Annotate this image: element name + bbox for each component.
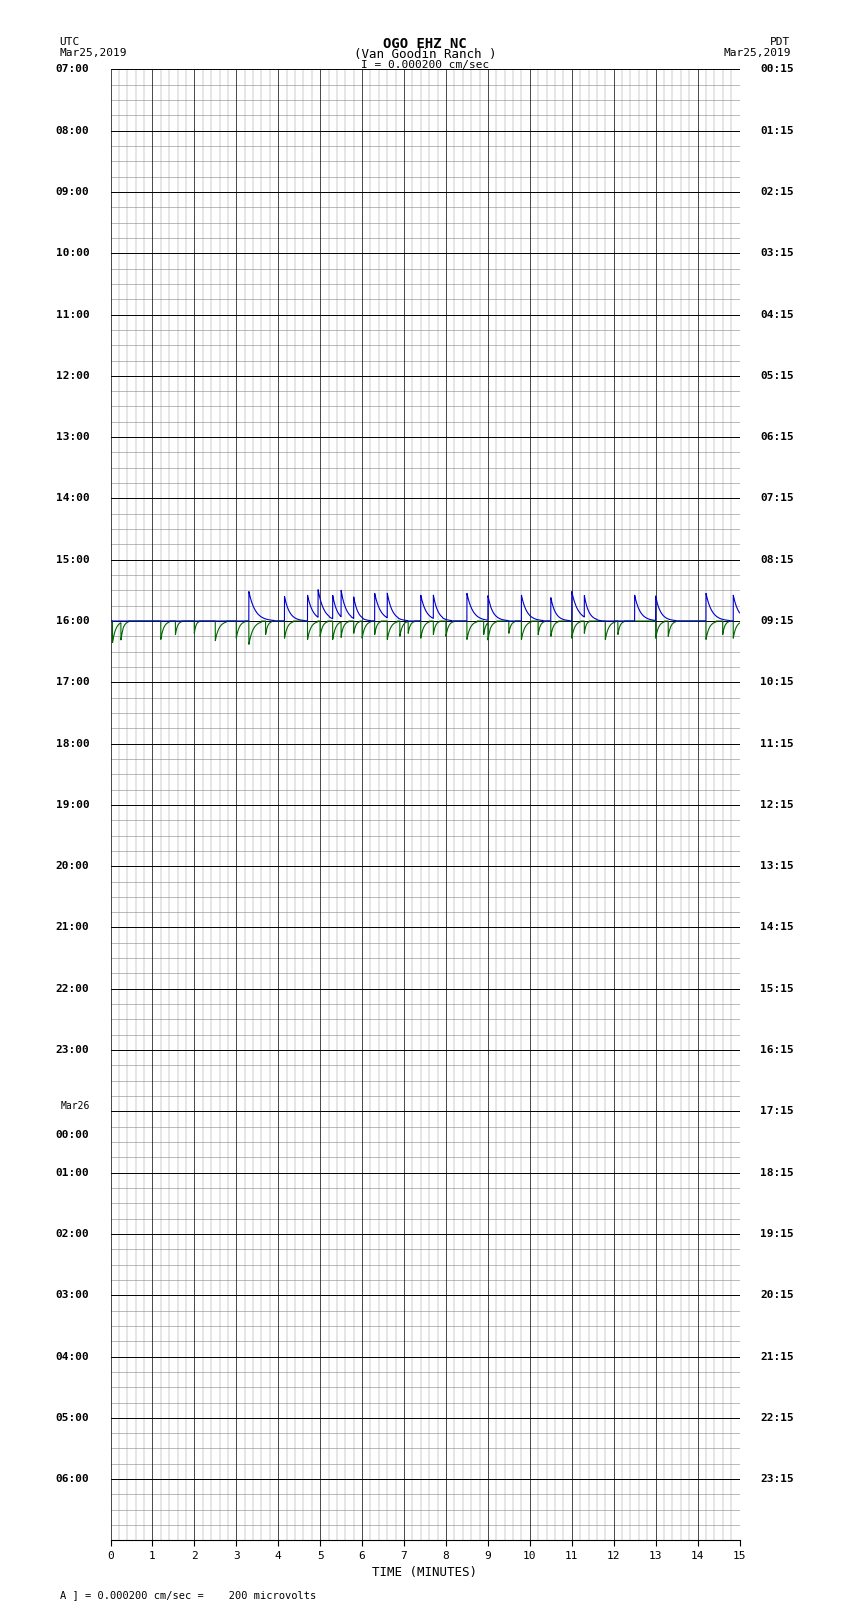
Text: 07:00: 07:00 [56,65,89,74]
Text: 06:15: 06:15 [761,432,794,442]
Text: 11:15: 11:15 [761,739,794,748]
Text: 00:15: 00:15 [761,65,794,74]
X-axis label: TIME (MINUTES): TIME (MINUTES) [372,1566,478,1579]
Text: 01:00: 01:00 [56,1168,89,1177]
Text: 02:00: 02:00 [56,1229,89,1239]
Text: 11:00: 11:00 [56,310,89,319]
Text: 19:00: 19:00 [56,800,89,810]
Text: 07:15: 07:15 [761,494,794,503]
Text: 03:00: 03:00 [56,1290,89,1300]
Text: 05:15: 05:15 [761,371,794,381]
Text: Mar25,2019: Mar25,2019 [723,48,791,58]
Text: 05:00: 05:00 [56,1413,89,1423]
Text: 20:00: 20:00 [56,861,89,871]
Text: 15:00: 15:00 [56,555,89,565]
Text: 13:00: 13:00 [56,432,89,442]
Text: 04:15: 04:15 [761,310,794,319]
Text: 22:00: 22:00 [56,984,89,994]
Text: PDT: PDT [770,37,790,47]
Text: 17:00: 17:00 [56,677,89,687]
Text: 08:00: 08:00 [56,126,89,135]
Text: 12:15: 12:15 [761,800,794,810]
Text: 10:15: 10:15 [761,677,794,687]
Text: 12:00: 12:00 [56,371,89,381]
Text: 00:00: 00:00 [56,1129,89,1140]
Text: 23:15: 23:15 [761,1474,794,1484]
Text: 23:00: 23:00 [56,1045,89,1055]
Text: 18:00: 18:00 [56,739,89,748]
Text: (Van Goodin Ranch ): (Van Goodin Ranch ) [354,48,496,61]
Text: 09:00: 09:00 [56,187,89,197]
Text: 08:15: 08:15 [761,555,794,565]
Text: 14:15: 14:15 [761,923,794,932]
Text: 06:00: 06:00 [56,1474,89,1484]
Text: 19:15: 19:15 [761,1229,794,1239]
Text: 02:15: 02:15 [761,187,794,197]
Text: 21:00: 21:00 [56,923,89,932]
Text: 16:00: 16:00 [56,616,89,626]
Text: 04:00: 04:00 [56,1352,89,1361]
Text: 22:15: 22:15 [761,1413,794,1423]
Text: A ] = 0.000200 cm/sec =    200 microvolts: A ] = 0.000200 cm/sec = 200 microvolts [60,1590,315,1600]
Text: 15:15: 15:15 [761,984,794,994]
Text: UTC: UTC [60,37,80,47]
Text: 01:15: 01:15 [761,126,794,135]
Text: 03:15: 03:15 [761,248,794,258]
Text: 21:15: 21:15 [761,1352,794,1361]
Text: 16:15: 16:15 [761,1045,794,1055]
Text: 14:00: 14:00 [56,494,89,503]
Text: OGO EHZ NC: OGO EHZ NC [383,37,467,52]
Text: 20:15: 20:15 [761,1290,794,1300]
Text: 17:15: 17:15 [761,1107,794,1116]
Text: 09:15: 09:15 [761,616,794,626]
Text: 13:15: 13:15 [761,861,794,871]
Text: I = 0.000200 cm/sec: I = 0.000200 cm/sec [361,60,489,69]
Text: 10:00: 10:00 [56,248,89,258]
Text: 18:15: 18:15 [761,1168,794,1177]
Text: Mar26: Mar26 [60,1102,89,1111]
Text: Mar25,2019: Mar25,2019 [60,48,127,58]
